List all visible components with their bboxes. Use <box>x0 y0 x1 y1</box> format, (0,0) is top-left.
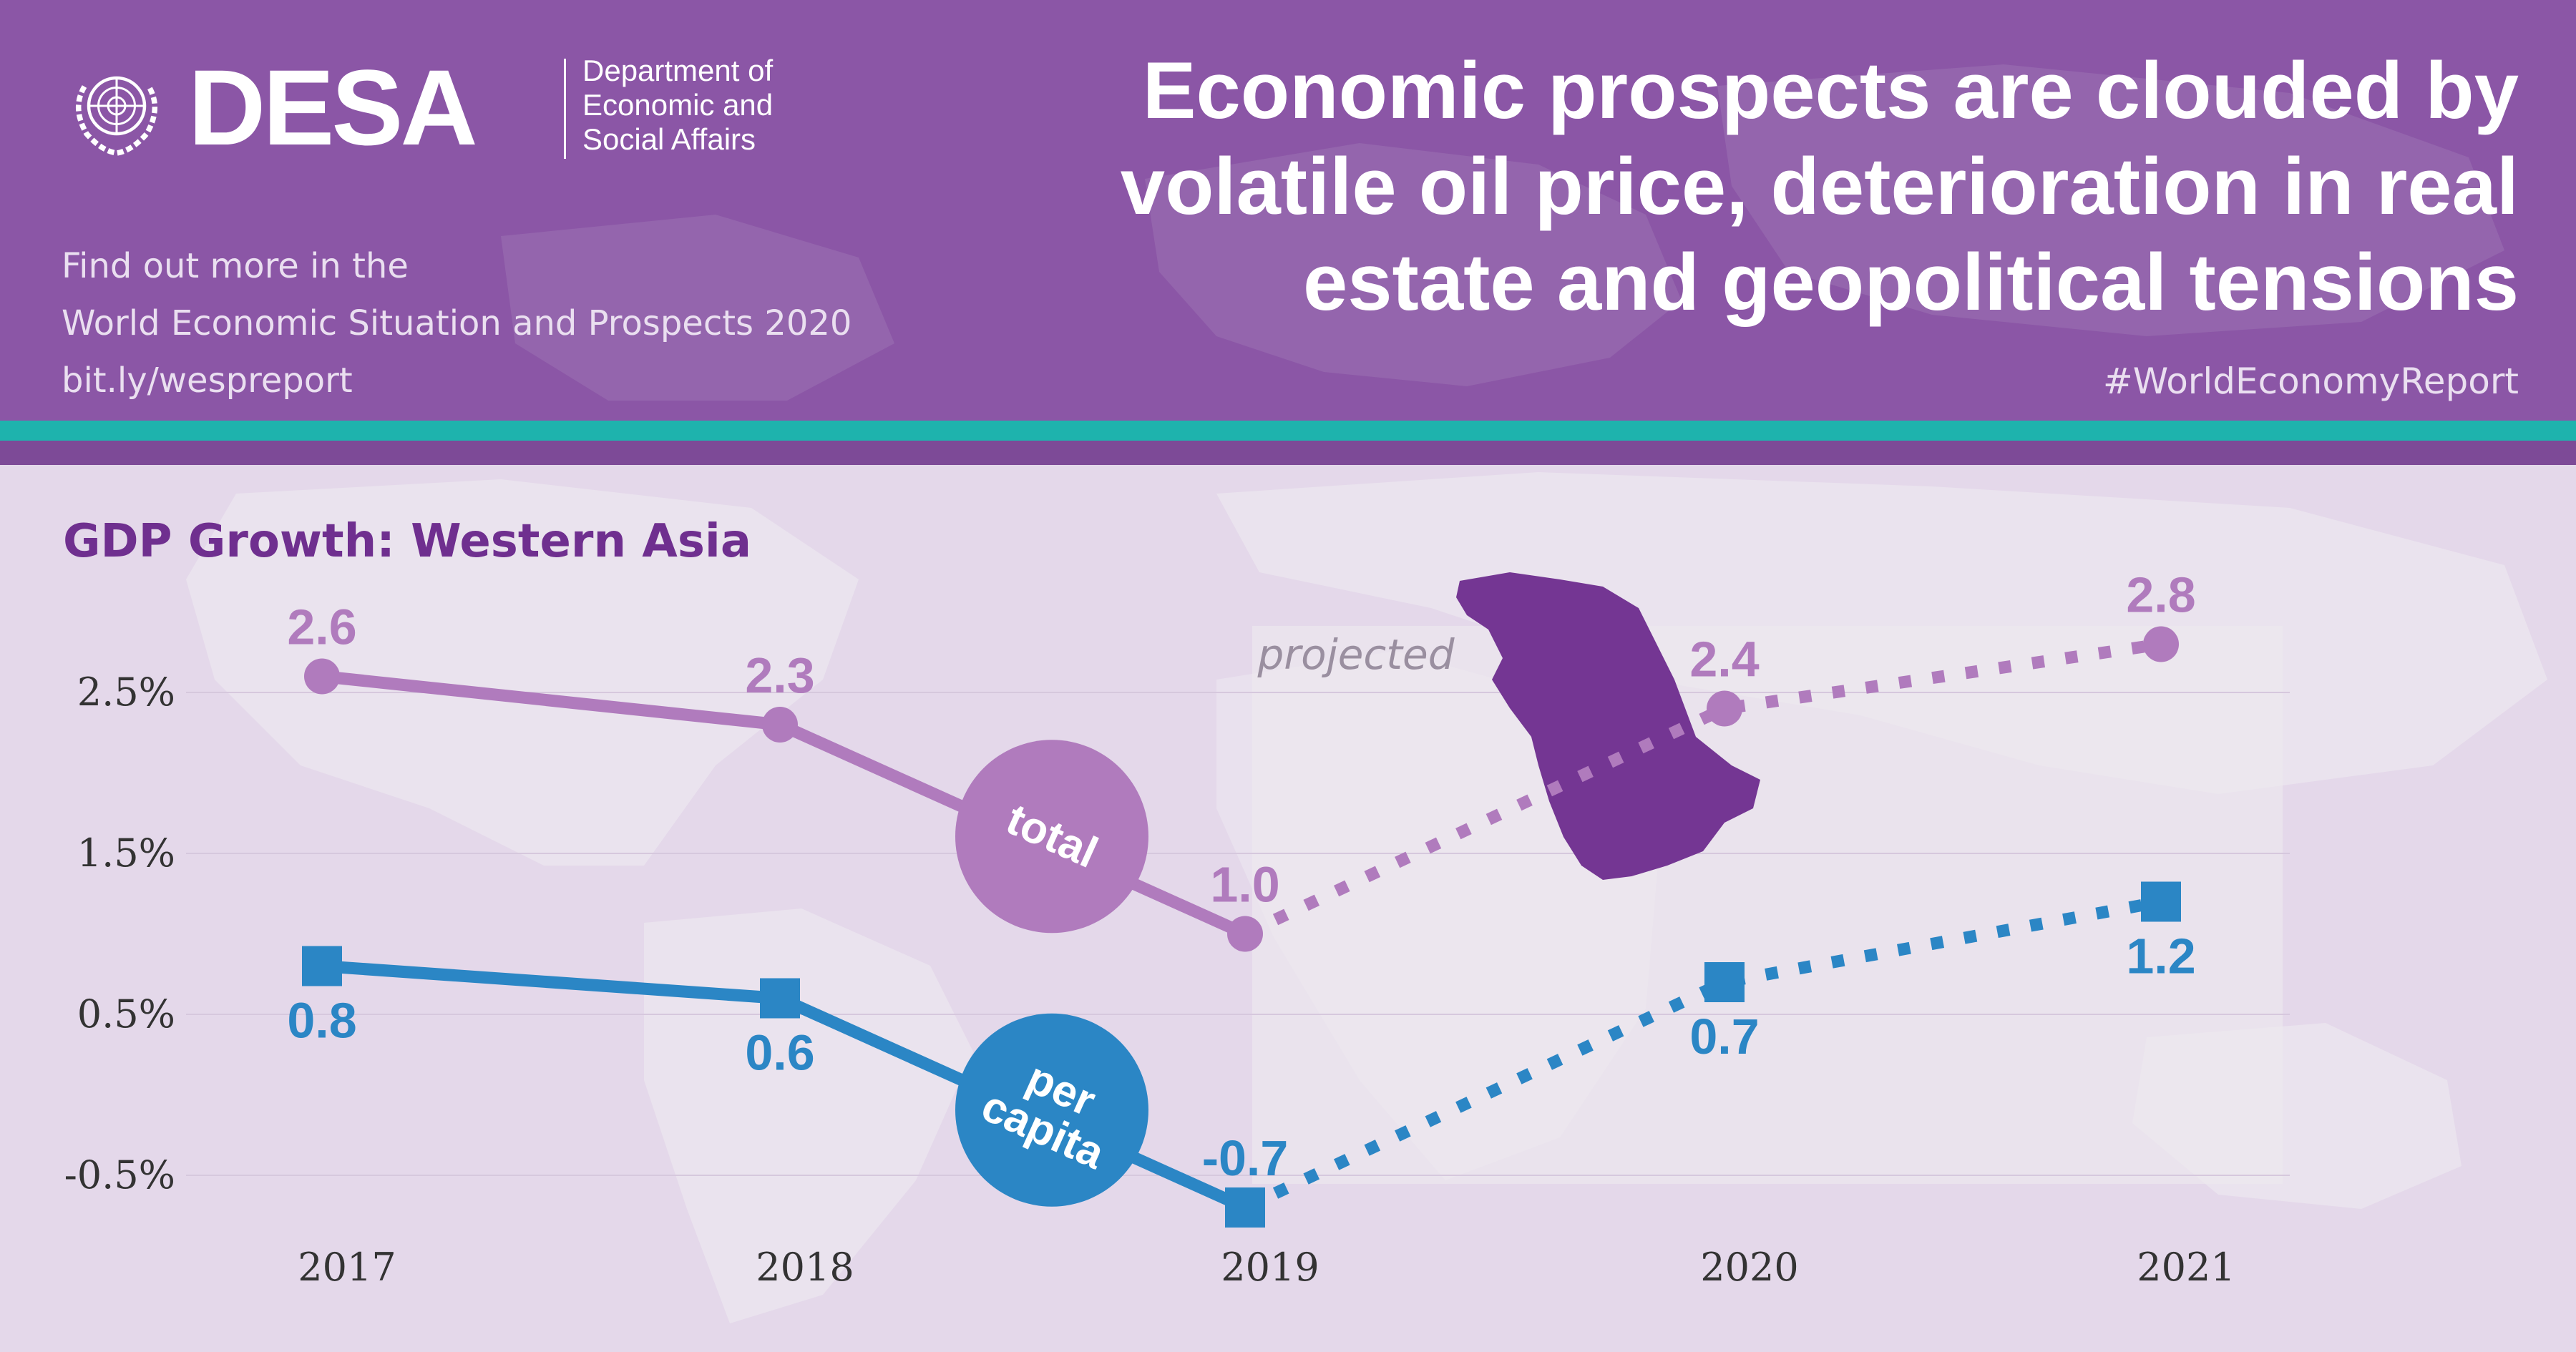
department-line-3: Social Affairs <box>582 122 756 156</box>
header-banner: DESA Department of Economic and Social A… <box>0 0 2576 421</box>
data-label: -0.7 <box>1202 1130 1289 1186</box>
data-label: 2.3 <box>745 647 814 703</box>
data-label: 2.6 <box>287 599 356 655</box>
total-point <box>2143 626 2179 662</box>
x-tick-label: 2018 <box>756 1245 854 1290</box>
un-emblem-icon <box>75 76 158 156</box>
total-point <box>1227 916 1263 952</box>
logo-divider <box>564 59 566 159</box>
y-tick-label: 1.5% <box>77 831 175 876</box>
data-label: 0.6 <box>745 1025 814 1081</box>
x-tick-label: 2020 <box>1700 1245 1798 1290</box>
hashtag-link[interactable]: #WorldEconomyReport <box>2102 361 2519 402</box>
projected-label: projected <box>1257 630 1455 679</box>
logo-word: DESA <box>188 47 478 167</box>
y-tick-label: 0.5% <box>77 991 175 1037</box>
chart-title: GDP Growth: Western Asia <box>63 515 752 568</box>
data-label: 2.4 <box>1689 632 1759 687</box>
total-point <box>762 707 798 743</box>
y-tick-label: -0.5% <box>64 1152 175 1197</box>
headline-line-3: estate and geopolitical tensions <box>1302 237 2519 327</box>
report-title-text: World Economic Situation and Prospects 2… <box>62 303 852 343</box>
series-projected-line-per-capita <box>1242 896 2162 1213</box>
accent-stripe <box>0 421 2576 441</box>
data-label: 1.0 <box>1210 857 1279 913</box>
data-label: 2.8 <box>2126 567 2195 623</box>
series-badge-total <box>955 740 1148 934</box>
world-map-icon <box>501 64 2504 401</box>
headline-line-1: Economic prospects are clouded by <box>1142 46 2519 135</box>
per-capita-point <box>2141 881 2181 922</box>
series-badge-per-capita <box>955 1013 1148 1207</box>
world-map-icon <box>186 472 2547 1323</box>
x-tick-label: 2017 <box>298 1245 396 1290</box>
x-tick-label: 2021 <box>2137 1245 2235 1290</box>
headline-line-2: volatile oil price, deterioration in rea… <box>1120 142 2519 231</box>
y-tick-label: 2.5% <box>77 670 175 715</box>
per-capita-point <box>1225 1187 1265 1228</box>
report-link[interactable]: bit.ly/wespreport <box>62 361 353 401</box>
per-capita-point <box>1704 962 1745 1002</box>
chart-panel: GDP Growth: Western Asia 2.5% 1.5% 0.5% -0.… <box>0 465 2576 1352</box>
department-line-2: Economic and <box>582 88 774 122</box>
header-separator <box>0 441 2576 465</box>
department-line-1: Department of <box>582 54 774 87</box>
total-point <box>304 658 340 695</box>
western-asia-map-icon <box>1456 572 1760 880</box>
data-label: 0.8 <box>287 993 356 1049</box>
series-projected-line-total <box>1242 638 2162 940</box>
per-capita-point <box>302 946 342 986</box>
x-tick-label: 2019 <box>1221 1245 1319 1290</box>
find-out-more-text: Find out more in the <box>62 246 409 286</box>
per-capita-point <box>760 978 800 1019</box>
data-label: 0.7 <box>1689 1009 1759 1064</box>
total-point <box>1707 690 1742 727</box>
line-chart: 2.5% 1.5% 0.5% -0.5% 2017 2018 2019 2020 2021 pr… <box>64 567 2290 1290</box>
data-label: 1.2 <box>2126 929 2195 984</box>
